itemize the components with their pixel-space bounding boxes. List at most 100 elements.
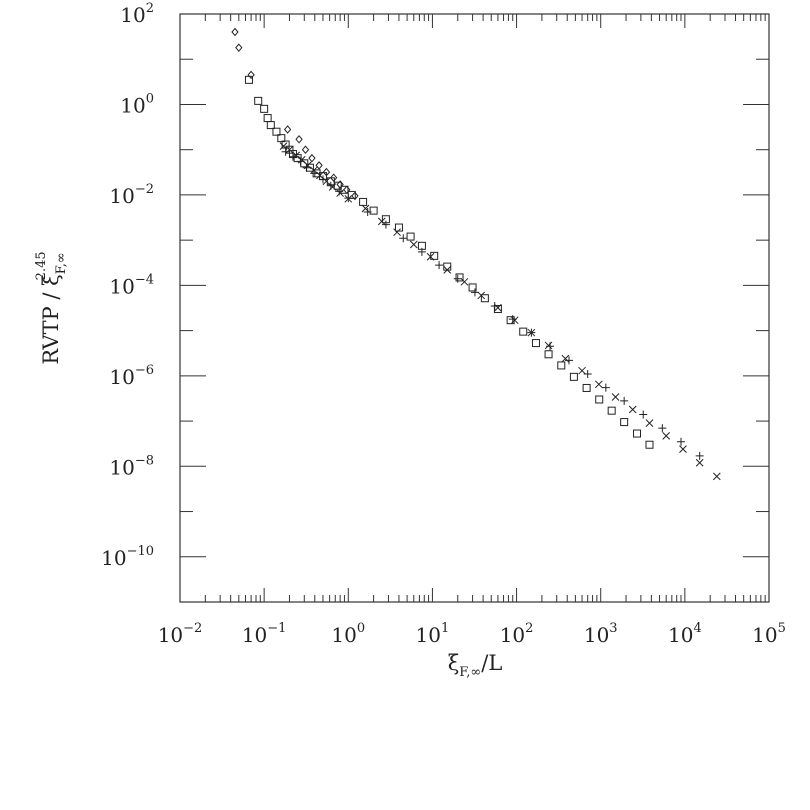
data-point-square xyxy=(266,121,275,130)
data-point-cross xyxy=(443,266,452,274)
data-point-square xyxy=(557,361,566,370)
x-tick-label: 102 xyxy=(500,621,534,647)
data-point-cross xyxy=(712,472,721,481)
data-point-diamond xyxy=(351,191,359,201)
x-tick-label: 103 xyxy=(584,621,618,647)
data-point-cross xyxy=(628,405,637,414)
y-tick-labels: 102 100 10−2 10−4 10−6 10−8 10−10 xyxy=(101,1,154,570)
data-point-plus xyxy=(288,152,297,161)
data-point-plus xyxy=(310,169,319,178)
data-point-square xyxy=(340,185,349,194)
data-point-plus xyxy=(435,261,444,270)
data-point-plus xyxy=(508,315,517,324)
data-point-cross xyxy=(695,458,704,467)
data-point-cross xyxy=(578,366,586,375)
y-tick-label: 10−6 xyxy=(109,363,154,389)
data-point-cross xyxy=(460,277,469,286)
data-point-square xyxy=(430,251,439,260)
data-point-plus xyxy=(677,437,686,446)
data-point-plus xyxy=(363,207,372,216)
data-point-cross xyxy=(544,341,553,350)
data-point-diamond xyxy=(295,135,303,144)
data-point-cross xyxy=(409,240,418,249)
data-point-square xyxy=(369,206,378,215)
data-point-square xyxy=(607,406,616,415)
y-tick-label: 100 xyxy=(120,91,154,117)
data-point-cross xyxy=(611,393,620,401)
data-point-cross xyxy=(336,189,344,197)
data-point-plus xyxy=(399,234,408,243)
data-point-square xyxy=(263,114,272,123)
data-point-cross xyxy=(310,166,318,175)
data-point-diamond xyxy=(308,153,316,163)
data-point-square xyxy=(480,294,489,303)
data-point-plus xyxy=(546,342,555,351)
x-tick-label: 104 xyxy=(668,621,702,647)
data-point-plus xyxy=(527,328,536,337)
x-tick-label: 105 xyxy=(752,621,786,647)
axis-ticks xyxy=(179,13,769,603)
data-point-square xyxy=(645,440,654,449)
data-point-cross xyxy=(561,354,570,363)
data-point-diamond xyxy=(247,70,255,80)
data-point-plus xyxy=(695,451,704,460)
data-point-square xyxy=(468,283,477,292)
data-point-cross xyxy=(645,419,654,428)
data-points xyxy=(231,27,721,481)
data-point-plus xyxy=(326,181,335,190)
data-point-square xyxy=(620,418,629,427)
data-point-diamond xyxy=(231,27,239,37)
data-point-plus xyxy=(453,274,462,283)
data-point-square xyxy=(359,197,368,206)
data-point-square xyxy=(260,104,269,113)
data-point-cross xyxy=(292,151,300,160)
data-point-plus xyxy=(335,187,344,196)
data-point-square xyxy=(277,134,286,143)
data-point-square xyxy=(272,127,281,136)
data-point-cross xyxy=(679,445,687,453)
x-tick-labels: 10−2 10−1 100 101 102 103 104 105 xyxy=(158,621,786,647)
data-point-plus xyxy=(583,369,592,378)
data-point-cross xyxy=(494,303,502,312)
data-point-plus xyxy=(601,383,610,392)
data-point-plus xyxy=(344,194,353,203)
data-point-square xyxy=(443,262,452,271)
plot-frame xyxy=(179,13,770,603)
data-point-plus xyxy=(296,157,305,166)
data-point-cross xyxy=(477,291,486,300)
data-point-plus xyxy=(281,147,290,156)
data-point-diamond xyxy=(336,180,344,189)
data-point-cross xyxy=(377,217,386,226)
data-point-square xyxy=(544,350,553,359)
data-point-diamond xyxy=(283,125,292,134)
data-point-diamond xyxy=(329,173,338,182)
data-point-diamond xyxy=(301,145,310,154)
y-axis-label: RVTP / ξF,∞2.45 xyxy=(34,251,69,364)
data-point-square xyxy=(493,305,502,314)
data-point-square xyxy=(394,223,403,232)
data-point-diamond xyxy=(235,43,243,52)
data-point-diamond xyxy=(315,161,323,170)
data-point-cross xyxy=(594,380,603,389)
data-point-cross xyxy=(426,252,435,261)
data-point-square xyxy=(519,327,528,336)
y-tick-label: 10−4 xyxy=(109,272,154,298)
x-tick-label: 10−1 xyxy=(242,621,287,647)
data-point-plus xyxy=(302,163,311,172)
data-point-cross xyxy=(662,432,671,440)
data-point-square xyxy=(569,372,578,381)
data-point-square xyxy=(455,273,464,282)
y-tick-label: 10−8 xyxy=(109,453,154,479)
y-tick-label: 10−2 xyxy=(109,182,154,208)
data-point-square xyxy=(406,232,415,241)
data-point-plus xyxy=(417,247,426,256)
data-point-diamond xyxy=(343,185,351,195)
data-point-plus xyxy=(658,424,667,433)
x-axis-label: ξF,∞/L xyxy=(448,651,503,680)
data-point-plus xyxy=(470,288,479,297)
data-point-square xyxy=(531,339,540,348)
data-point-cross xyxy=(393,228,401,237)
data-point-plus xyxy=(318,175,327,184)
data-point-cross xyxy=(328,183,337,191)
